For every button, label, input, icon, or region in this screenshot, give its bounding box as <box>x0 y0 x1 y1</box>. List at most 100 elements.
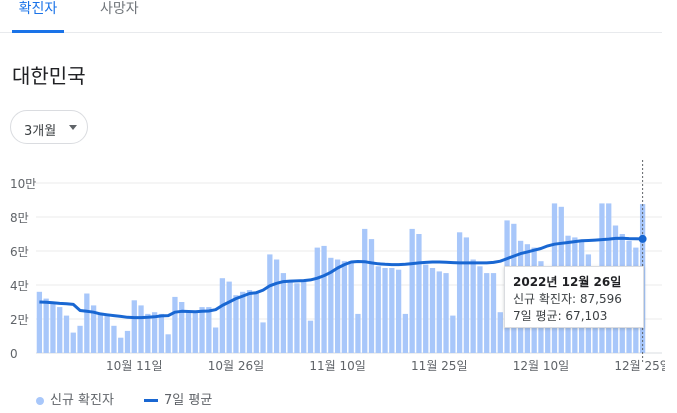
legend-label-7day-average: 7일 평균 <box>164 393 213 408</box>
case-bar <box>273 259 280 353</box>
case-bar <box>362 228 368 353</box>
legend-item-new-cases: 신규 확진자 <box>36 389 114 408</box>
case-bar <box>490 273 497 353</box>
case-bar <box>463 237 470 353</box>
case-bar <box>138 305 144 353</box>
case-bar <box>118 337 124 353</box>
case-bar <box>348 261 354 353</box>
case-bar <box>253 293 259 353</box>
legend-line-icon <box>144 399 158 402</box>
case-bar <box>470 259 476 353</box>
case-bar <box>77 325 83 353</box>
y-tick-label: 0 <box>10 347 18 361</box>
case-bar <box>172 296 178 353</box>
case-bar <box>185 312 192 353</box>
x-tick-label: 11월 10일 <box>309 359 365 373</box>
x-tick-label: 10월 26일 <box>208 359 264 373</box>
case-bar <box>158 313 165 353</box>
tab-bar: 확진자 사망자 <box>0 0 662 33</box>
case-bar <box>484 273 490 353</box>
case-bar <box>456 232 463 353</box>
case-bar <box>131 300 137 353</box>
case-bar <box>212 327 219 353</box>
case-bar <box>443 273 449 353</box>
tooltip-7day-average: 7일 평균: 67,103 <box>513 309 608 323</box>
case-bar <box>70 332 76 353</box>
case-bar <box>111 325 117 353</box>
case-bar <box>314 247 320 353</box>
case-bar <box>206 307 212 353</box>
y-tick-label: 10만 <box>10 177 36 191</box>
case-bar <box>43 298 49 353</box>
case-bar <box>395 269 402 353</box>
case-bar <box>124 330 131 353</box>
case-bar <box>402 313 409 353</box>
case-bar <box>355 313 361 353</box>
case-bar <box>260 322 266 353</box>
tab-deaths[interactable]: 사망자 <box>100 1 139 17</box>
range-dropdown-button[interactable]: 3개월 <box>10 110 88 144</box>
case-bar <box>592 308 598 353</box>
case-bar <box>436 271 442 353</box>
case-bar <box>280 273 287 353</box>
case-bar <box>246 290 253 353</box>
legend-item-7day-average: 7일 평균 <box>144 389 212 408</box>
average-line <box>39 236 643 320</box>
case-bar <box>321 245 327 353</box>
case-bar <box>145 313 151 353</box>
case-bar <box>294 283 300 353</box>
case-bar <box>423 264 429 353</box>
case-bar <box>429 268 436 353</box>
case-bar <box>328 257 334 353</box>
x-tick-label: 11월 25일 <box>411 359 467 373</box>
case-bar <box>287 279 293 353</box>
case-bar <box>375 266 381 353</box>
legend-label-new-cases: 신규 확진자 <box>50 393 114 408</box>
tooltip-new-cases: 신규 확진자: 87,596 <box>513 292 622 306</box>
case-bar <box>90 305 97 353</box>
case-bar <box>545 308 551 353</box>
case-bar <box>334 259 341 353</box>
region-title: 대한민국 <box>12 64 86 88</box>
x-tick-label: 12월 25일 <box>614 359 665 373</box>
case-bar <box>199 307 205 353</box>
case-bar <box>104 315 110 353</box>
y-tick-label: 6만 <box>10 245 29 259</box>
legend-dot-icon <box>36 396 44 405</box>
case-bar <box>50 303 56 353</box>
case-bar <box>341 261 348 353</box>
case-bar <box>36 291 43 353</box>
case-bar <box>416 234 422 353</box>
y-tick-label: 8만 <box>10 211 29 225</box>
case-bar <box>84 293 90 353</box>
y-tick-label: 4만 <box>10 279 29 293</box>
case-bar <box>477 266 483 353</box>
case-bar <box>368 239 375 353</box>
case-bar <box>63 315 70 353</box>
case-bar <box>301 281 307 353</box>
case-bar <box>409 228 415 353</box>
case-bar <box>267 254 273 353</box>
case-bar <box>382 268 388 353</box>
case-bar <box>389 268 395 353</box>
case-bar <box>192 310 198 353</box>
range-dropdown-label: 3개월 <box>24 124 57 139</box>
tooltip-date: 2022년 12월 26일 <box>513 275 622 289</box>
chart-tooltip: 2022년 12월 26일 신규 확진자: 87,596 7일 평균: 67,1… <box>504 266 644 328</box>
caret-down-icon <box>69 125 77 130</box>
hover-point <box>638 234 647 243</box>
x-tick-label: 10월 11일 <box>106 359 162 373</box>
x-tick-label: 12월 10일 <box>513 359 569 373</box>
tab-cases[interactable]: 확진자 <box>12 2 64 33</box>
case-bar <box>497 312 503 353</box>
case-bar <box>226 281 232 353</box>
case-bar <box>233 295 239 353</box>
case-bar <box>219 278 226 353</box>
case-bar <box>450 315 456 353</box>
y-tick-label: 2만 <box>10 313 29 327</box>
case-bar <box>165 334 171 353</box>
case-bar <box>151 312 158 353</box>
case-bar <box>240 291 246 353</box>
case-bar <box>97 313 104 353</box>
case-bar <box>307 320 314 353</box>
